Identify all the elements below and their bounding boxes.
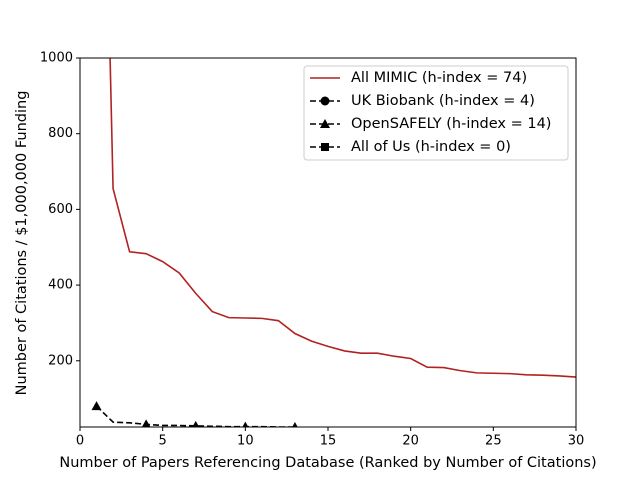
legend-label: All MIMIC (h-index = 74) — [351, 70, 527, 86]
data-line — [109, 58, 576, 378]
y-tick-label: 200 — [48, 353, 73, 368]
y-axis-label: Number of Citations / $1,000,000 Funding — [14, 91, 30, 396]
y-tick-label: 600 — [48, 202, 73, 217]
x-tick-label: 10 — [237, 434, 254, 449]
y-tick-label: 800 — [48, 126, 73, 141]
legend-label: UK Biobank (h-index = 4) — [351, 93, 535, 109]
legend-label: All of Us (h-index = 0) — [351, 139, 511, 155]
data-point — [91, 401, 102, 411]
legend-label: OpenSAFELY (h-index = 14) — [351, 116, 551, 132]
y-tick-label: 400 — [48, 278, 73, 293]
y-tick-label: 1000 — [40, 51, 73, 66]
legend-box — [303, 65, 569, 161]
data-point — [192, 420, 200, 427]
legend-marker — [321, 143, 329, 151]
x-tick-label: 5 — [159, 434, 167, 449]
x-tick-label: 30 — [568, 434, 585, 449]
x-tick-label: 15 — [320, 434, 337, 449]
data-point — [141, 419, 151, 427]
x-tick-label: 0 — [76, 434, 84, 449]
legend-marker — [320, 96, 330, 106]
x-tick-label: 25 — [485, 434, 502, 449]
x-tick-label: 20 — [402, 434, 419, 449]
data-point — [292, 422, 298, 427]
legend-marker — [320, 119, 330, 128]
data-point — [242, 421, 249, 427]
x-axis-label: Number of Papers Referencing Database (R… — [59, 455, 596, 471]
